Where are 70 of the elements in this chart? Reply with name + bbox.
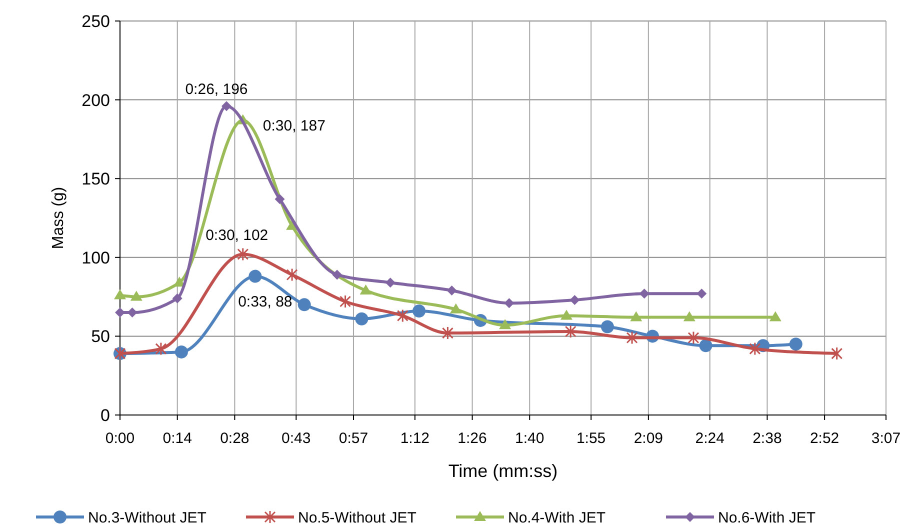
point [560, 310, 572, 320]
legend-label: No.3-Without JET [88, 509, 206, 526]
point [248, 270, 262, 283]
legend-label: No.6-With JET [718, 509, 816, 526]
point [570, 294, 580, 305]
point [115, 308, 125, 318]
y-tick-label: 150 [82, 170, 110, 189]
point [298, 298, 311, 312]
point [385, 278, 396, 288]
x-tick-label: 3:07 [871, 430, 901, 447]
point [564, 324, 576, 338]
legend-label: No.5-Without JET [298, 509, 416, 526]
point [274, 194, 285, 204]
point [222, 101, 232, 112]
x-axis-title: Time (mm:ss) [448, 461, 558, 481]
point [688, 331, 700, 345]
x-tick-label: 0:28 [220, 430, 250, 447]
point [355, 312, 368, 326]
annotation: 0:33, 88 [238, 293, 292, 310]
x-tick-label: 1:40 [515, 430, 544, 447]
point [127, 308, 138, 318]
point [172, 293, 182, 304]
annotation: 0:30, 102 [206, 227, 268, 244]
point [396, 308, 408, 322]
point [699, 339, 712, 352]
x-tick-label: 1:26 [458, 430, 487, 447]
point [499, 319, 512, 330]
point [789, 338, 802, 351]
point [446, 285, 457, 296]
point [600, 320, 614, 334]
y-tick-label: 250 [82, 12, 110, 31]
x-tick-label: 1:12 [400, 430, 430, 447]
point [450, 303, 462, 314]
point [639, 288, 650, 299]
point [360, 284, 372, 294]
x-tick-label: 1:55 [576, 430, 606, 447]
point [286, 268, 298, 282]
x-tick-label: 2:38 [752, 430, 782, 447]
point [174, 345, 188, 358]
x-tick-label: 0:14 [162, 430, 192, 447]
point [504, 298, 514, 308]
point [114, 289, 126, 300]
point [155, 342, 167, 356]
annotation: 0:26, 196 [185, 81, 248, 98]
point [683, 311, 696, 322]
annotation: 0:30, 187 [262, 117, 326, 134]
point [769, 311, 782, 322]
y-axis-title: Mass (g) [50, 186, 67, 250]
point [630, 311, 642, 322]
point [626, 331, 638, 345]
point [412, 304, 426, 318]
x-tick-label: 0:43 [282, 430, 311, 447]
x-tick-label: 2:52 [810, 430, 840, 447]
point [696, 288, 707, 299]
y-tick-label: 50 [91, 327, 110, 346]
x-tick-label: 2:09 [634, 430, 664, 447]
point [831, 346, 843, 360]
x-tick-label: 2:24 [695, 430, 724, 447]
legend-label: No.4-With JET [508, 509, 606, 526]
point [340, 294, 352, 308]
y-tick-label: 0 [100, 406, 110, 425]
point [237, 248, 249, 261]
point [749, 342, 761, 356]
point [332, 270, 342, 280]
x-tick-label: 0:00 [105, 430, 135, 447]
x-tick-label: 0:57 [338, 430, 368, 447]
y-tick-label: 200 [82, 90, 110, 110]
y-tick-label: 100 [82, 248, 110, 268]
point [130, 290, 142, 301]
point [442, 326, 454, 340]
